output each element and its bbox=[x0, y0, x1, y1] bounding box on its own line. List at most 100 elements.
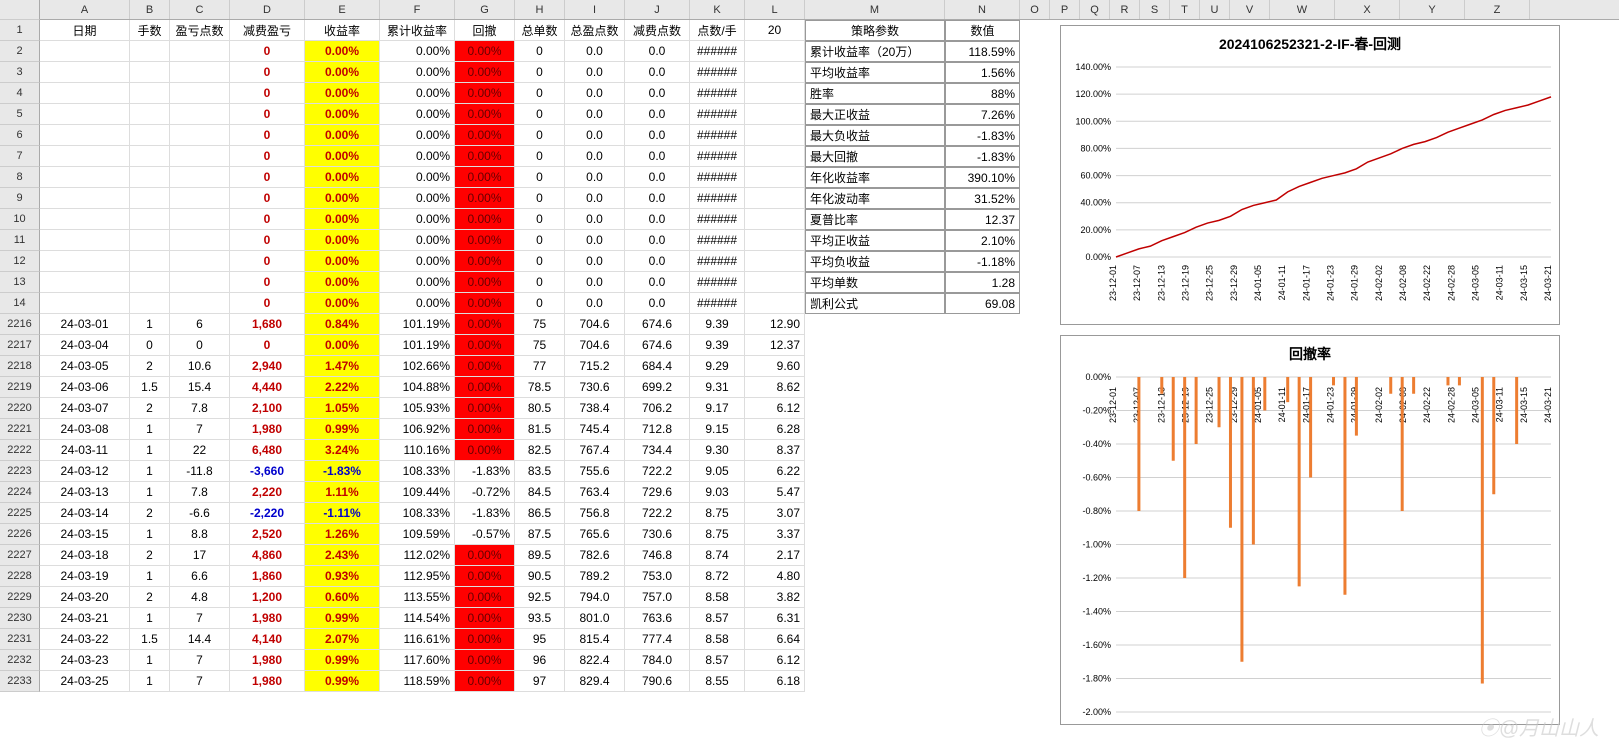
cell-cum[interactable]: 0.00% bbox=[380, 209, 455, 230]
cell[interactable]: ###### bbox=[690, 188, 745, 209]
cell-dd[interactable]: 0.00% bbox=[455, 629, 515, 650]
cell[interactable] bbox=[130, 209, 170, 230]
cell-return[interactable]: 0.93% bbox=[305, 566, 380, 587]
cell[interactable]: 95 bbox=[515, 629, 565, 650]
stats-label[interactable]: 夏普比率 bbox=[805, 209, 945, 230]
cell-cum[interactable]: 0.00% bbox=[380, 251, 455, 272]
cell[interactable]: 829.4 bbox=[565, 671, 625, 692]
cell[interactable] bbox=[745, 251, 805, 272]
cell[interactable] bbox=[40, 83, 130, 104]
cell-return[interactable]: 1.47% bbox=[305, 356, 380, 377]
cell-date[interactable]: 24-03-23 bbox=[40, 650, 130, 671]
stats-label[interactable]: 年化收益率 bbox=[805, 167, 945, 188]
cell[interactable]: 14.4 bbox=[170, 629, 230, 650]
cell[interactable]: ###### bbox=[690, 125, 745, 146]
cell-cum[interactable]: 0.00% bbox=[380, 83, 455, 104]
cell[interactable]: 722.2 bbox=[625, 503, 690, 524]
cell-dd[interactable]: 0.00% bbox=[455, 671, 515, 692]
cell[interactable] bbox=[170, 251, 230, 272]
cell-net-pnl[interactable]: 0 bbox=[230, 188, 305, 209]
cell[interactable]: 1 bbox=[130, 314, 170, 335]
cell[interactable]: 22 bbox=[170, 440, 230, 461]
cell[interactable] bbox=[745, 125, 805, 146]
stats-label[interactable]: 凯利公式 bbox=[805, 293, 945, 314]
cell[interactable]: 0.0 bbox=[565, 104, 625, 125]
cell-dd[interactable]: 0.00% bbox=[455, 167, 515, 188]
cell[interactable]: 80.5 bbox=[515, 398, 565, 419]
cell-cum[interactable]: 109.59% bbox=[380, 524, 455, 545]
cell[interactable]: 0.0 bbox=[625, 62, 690, 83]
cell[interactable]: 0.0 bbox=[625, 293, 690, 314]
cell[interactable]: 2 bbox=[130, 587, 170, 608]
cell[interactable] bbox=[170, 167, 230, 188]
cell-net-pnl[interactable]: 4,140 bbox=[230, 629, 305, 650]
col-header-Z[interactable]: Z bbox=[1465, 0, 1530, 19]
cell[interactable] bbox=[130, 167, 170, 188]
cell[interactable]: 6.6 bbox=[170, 566, 230, 587]
col-header-P[interactable]: P bbox=[1050, 0, 1080, 19]
cell-net-pnl[interactable]: 1,680 bbox=[230, 314, 305, 335]
cell-dd[interactable]: 0.00% bbox=[455, 398, 515, 419]
cell[interactable]: 15.4 bbox=[170, 377, 230, 398]
cell-return[interactable]: 0.00% bbox=[305, 335, 380, 356]
cell-return[interactable]: 0.99% bbox=[305, 419, 380, 440]
cell[interactable]: 9.29 bbox=[690, 356, 745, 377]
cell-return[interactable]: 3.24% bbox=[305, 440, 380, 461]
cell[interactable]: 0 bbox=[170, 335, 230, 356]
cell[interactable]: ###### bbox=[690, 167, 745, 188]
cell-net-pnl[interactable]: 4,440 bbox=[230, 377, 305, 398]
cell[interactable] bbox=[130, 293, 170, 314]
col-header-S[interactable]: S bbox=[1140, 0, 1170, 19]
cell[interactable] bbox=[745, 293, 805, 314]
cell[interactable] bbox=[40, 293, 130, 314]
cell[interactable]: 0.0 bbox=[625, 272, 690, 293]
cell[interactable]: 1.5 bbox=[130, 377, 170, 398]
cell[interactable] bbox=[745, 83, 805, 104]
row-num[interactable]: 12 bbox=[0, 251, 40, 272]
cell[interactable] bbox=[130, 83, 170, 104]
cell-net-pnl[interactable]: 0 bbox=[230, 83, 305, 104]
cell[interactable] bbox=[40, 209, 130, 230]
cell[interactable]: 8.75 bbox=[690, 503, 745, 524]
cell-net-pnl[interactable]: 2,100 bbox=[230, 398, 305, 419]
cell-dd[interactable]: 0.00% bbox=[455, 83, 515, 104]
cell-return[interactable]: 1.11% bbox=[305, 482, 380, 503]
cell[interactable]: 0.0 bbox=[625, 188, 690, 209]
cell[interactable]: 8.57 bbox=[690, 650, 745, 671]
cell[interactable]: 790.6 bbox=[625, 671, 690, 692]
cell[interactable]: 7 bbox=[170, 650, 230, 671]
cell-net-pnl[interactable]: -2,220 bbox=[230, 503, 305, 524]
stats-label[interactable]: 平均收益率 bbox=[805, 62, 945, 83]
cell-net-pnl[interactable]: 0 bbox=[230, 335, 305, 356]
stats-value[interactable]: 69.08 bbox=[945, 293, 1020, 314]
cell[interactable] bbox=[170, 209, 230, 230]
stats-value[interactable]: -1.18% bbox=[945, 251, 1020, 272]
cell[interactable]: 0 bbox=[515, 167, 565, 188]
cell-return[interactable]: 0.00% bbox=[305, 125, 380, 146]
cell-date[interactable]: 24-03-19 bbox=[40, 566, 130, 587]
cell[interactable]: 8.58 bbox=[690, 629, 745, 650]
cell[interactable] bbox=[170, 125, 230, 146]
cell[interactable]: 9.60 bbox=[745, 356, 805, 377]
cell[interactable]: 706.2 bbox=[625, 398, 690, 419]
cell[interactable]: 1 bbox=[130, 419, 170, 440]
cell[interactable]: 0 bbox=[515, 83, 565, 104]
cell[interactable]: 97 bbox=[515, 671, 565, 692]
cell-cum[interactable]: 0.00% bbox=[380, 167, 455, 188]
cell-return[interactable]: 2.07% bbox=[305, 629, 380, 650]
cell-dd[interactable]: 0.00% bbox=[455, 545, 515, 566]
cell-dd[interactable]: 0.00% bbox=[455, 566, 515, 587]
row-num[interactable]: 2228 bbox=[0, 566, 40, 587]
col-header-G[interactable]: G bbox=[455, 0, 515, 19]
row-num[interactable]: 6 bbox=[0, 125, 40, 146]
cell[interactable]: 789.2 bbox=[565, 566, 625, 587]
cell[interactable]: 0.0 bbox=[625, 146, 690, 167]
cell[interactable]: 83.5 bbox=[515, 461, 565, 482]
cell[interactable] bbox=[130, 230, 170, 251]
cell[interactable]: 8.55 bbox=[690, 671, 745, 692]
cell[interactable]: 734.4 bbox=[625, 440, 690, 461]
cell[interactable]: 8.57 bbox=[690, 608, 745, 629]
cell[interactable]: ###### bbox=[690, 251, 745, 272]
cell[interactable]: 712.8 bbox=[625, 419, 690, 440]
cell[interactable]: 12.90 bbox=[745, 314, 805, 335]
